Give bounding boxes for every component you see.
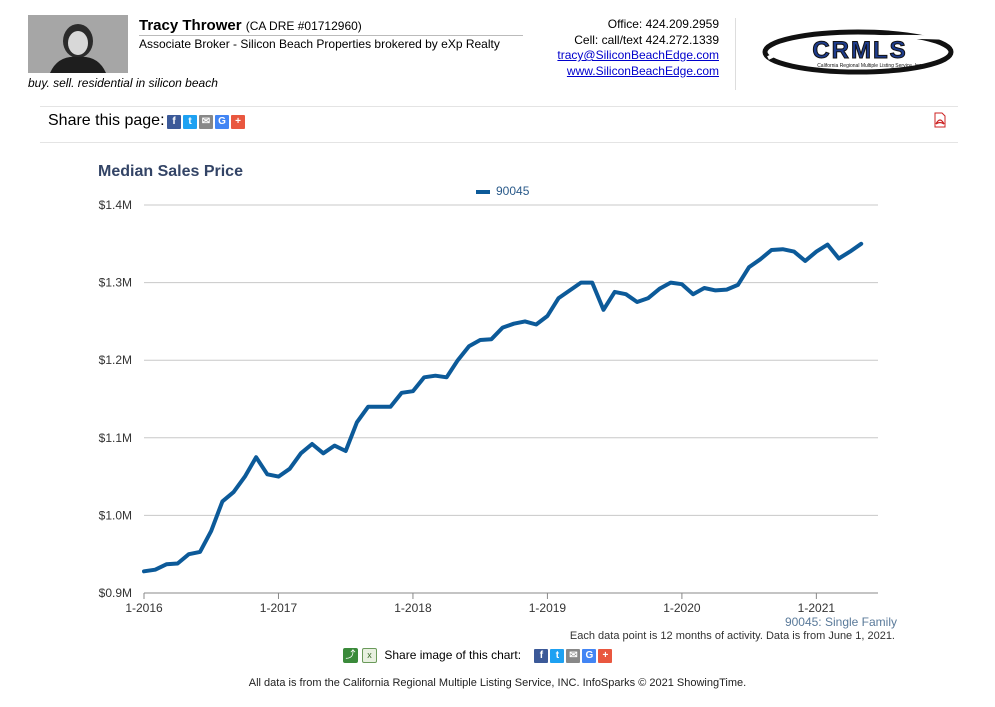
facebook-icon[interactable]: f — [534, 648, 549, 663]
x-tick-label: 1-2016 — [125, 601, 163, 615]
agent-license: (CA DRE #01712960) — [245, 19, 362, 33]
share-page-label: Share this page: — [48, 112, 165, 129]
share-icon[interactable]: ⤴ — [343, 648, 358, 664]
svg-text:California Regional Multiple L: California Regional Multiple Listing Ser… — [817, 63, 923, 69]
contact-block: Office: 424.209.2959 Cell: call/text 424… — [557, 17, 719, 79]
x-tick-label: 1-2020 — [663, 601, 701, 615]
plus-icon[interactable]: + — [231, 114, 245, 129]
series-line-90045 — [142, 241, 864, 574]
facebook-icon[interactable]: f — [167, 114, 181, 129]
chart-legend: 90045 — [476, 184, 529, 198]
crmls-logo: CRMLS California Regional Multiple Listi… — [760, 28, 956, 76]
chart-title: Median Sales Price — [98, 163, 243, 180]
share-chart-row: ⤴ x Share image of this chart: f t ✉ G + — [343, 648, 614, 664]
agent-name: Tracy Thrower (CA DRE #01712960) — [139, 17, 362, 34]
divider-top — [40, 106, 958, 107]
disclaimer: All data is from the California Regional… — [248, 677, 747, 689]
y-tick-label: $1.2M — [99, 353, 132, 367]
agent-divider — [139, 35, 523, 36]
google-icon[interactable]: G — [215, 114, 229, 129]
pdf-icon[interactable] — [932, 112, 948, 128]
share-image-label: Share image of this chart: — [384, 648, 522, 662]
email-link[interactable]: tracy@SiliconBeachEdge.com — [557, 48, 719, 62]
twitter-icon[interactable]: t — [550, 648, 565, 663]
y-tick-label: $1.4M — [99, 198, 132, 212]
divider-bottom — [40, 142, 958, 143]
y-tick-label: $1.3M — [99, 276, 132, 290]
website-link[interactable]: www.SiliconBeachEdge.com — [566, 63, 719, 78]
share-page-icons: f t ✉ G + — [167, 113, 247, 131]
excel-icon[interactable]: x — [362, 648, 377, 664]
email-icon[interactable]: ✉ — [199, 114, 213, 129]
svg-text:CRMLS: CRMLS — [812, 37, 907, 64]
data-note: Each data point is 12 months of activity… — [569, 630, 895, 642]
email-icon[interactable]: ✉ — [566, 648, 581, 663]
x-tick-label: 1-2018 — [394, 601, 432, 615]
office-phone: Office: 424.209.2959 — [607, 17, 719, 31]
series-note: 90045: Single Family — [784, 615, 897, 629]
header-divider — [735, 18, 736, 90]
agent-name-text: Tracy Thrower — [139, 17, 242, 34]
x-tick-label: 1-2021 — [798, 601, 836, 615]
agent-photo — [28, 15, 128, 73]
x-tick-label: 1-2019 — [529, 601, 567, 615]
y-tick-label: $1.0M — [99, 508, 132, 522]
y-tick-label: $0.9M — [99, 586, 132, 600]
plus-icon[interactable]: + — [598, 648, 613, 663]
tagline: buy. sell. residential in silicon beach — [28, 76, 218, 90]
agent-title: Associate Broker - Silicon Beach Propert… — [139, 37, 500, 51]
agent-photo-image — [28, 15, 128, 73]
cell-phone: Cell: call/text 424.272.1339 — [574, 32, 719, 47]
y-tick-label: $1.1M — [99, 431, 132, 445]
x-tick-label: 1-2017 — [260, 601, 298, 615]
legend-swatch — [476, 189, 490, 194]
legend-label: 90045 — [496, 184, 530, 198]
google-icon[interactable]: G — [582, 648, 597, 663]
twitter-icon[interactable]: t — [183, 114, 197, 129]
